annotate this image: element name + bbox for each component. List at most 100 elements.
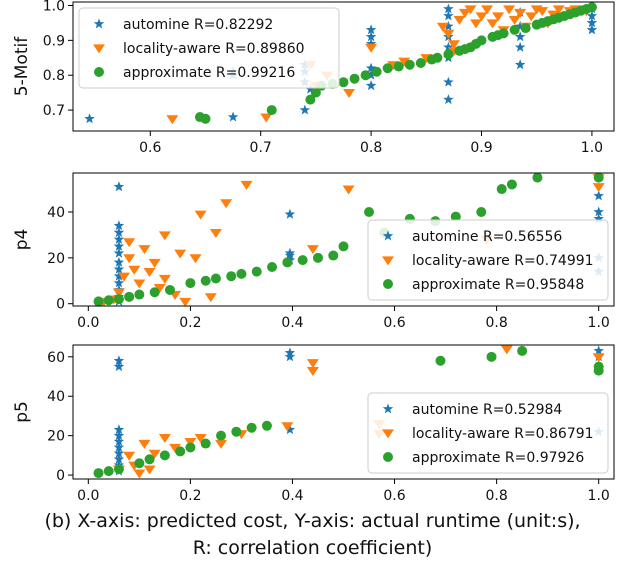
x-tick-label: 0.6 (139, 140, 161, 156)
y-tick-label: 1.0 (43, 0, 65, 14)
data-point (364, 206, 375, 217)
data-point (113, 270, 125, 281)
data-point (260, 113, 273, 123)
data-point (123, 238, 136, 248)
data-point (432, 52, 443, 63)
legend-entry: automine R=0.56556 (412, 229, 562, 245)
data-point (496, 184, 507, 195)
data-point (476, 206, 487, 217)
data-point (113, 430, 125, 441)
data-point (514, 8, 527, 18)
data-point (282, 257, 293, 268)
data-point (113, 441, 125, 452)
data-point (144, 454, 155, 465)
data-point (593, 206, 604, 217)
data-point (365, 80, 377, 91)
data-point (113, 181, 125, 192)
x-tick-label: 0.8 (360, 140, 382, 156)
data-point (306, 367, 319, 377)
data-point (393, 61, 404, 72)
data-point (503, 5, 516, 15)
data-point (443, 20, 454, 31)
data-point (481, 5, 494, 15)
data-point (169, 443, 182, 453)
data-point (464, 5, 477, 15)
x-tick-label: 0.0 (77, 488, 99, 504)
data-point (306, 245, 319, 255)
data-point (443, 41, 454, 52)
data-point (103, 295, 114, 306)
data-point (113, 424, 125, 435)
data-point (158, 434, 171, 444)
figure: 0.6 0.7 0.8 0.9 1.0 0.7 0.8 0.9 1.0 5-Motif automi… (12, 0, 615, 504)
data-point (148, 258, 161, 268)
data-point (517, 345, 528, 356)
x-tick-label: 0.0 (77, 315, 99, 331)
legend-marker (383, 279, 393, 289)
data-point (593, 213, 604, 224)
data-point (174, 249, 187, 259)
data-point (266, 105, 277, 116)
data-point (365, 62, 377, 73)
data-point (453, 15, 466, 25)
y-tick-label: 20 (47, 429, 65, 445)
panel-1: 0.6 0.7 0.8 0.9 1.0 0.7 0.8 0.9 1.0 5-Motif automi… (12, 0, 615, 156)
data-point (458, 8, 471, 18)
data-point (349, 73, 360, 84)
data-point (123, 451, 136, 461)
legend-marker (383, 452, 393, 462)
caption-line-2: R: correlation coefficient) (192, 537, 433, 559)
data-point (498, 28, 509, 39)
data-point (415, 58, 426, 69)
data-point (305, 94, 316, 105)
data-point (443, 94, 454, 105)
data-point (209, 229, 222, 239)
data-point (175, 446, 186, 457)
x-tick-label: 0.9 (470, 140, 492, 156)
plot-frame (72, 1, 615, 132)
data-point (216, 430, 227, 441)
data-point (436, 22, 449, 32)
series-3 (93, 345, 604, 479)
plot-frame (72, 344, 615, 480)
data-point (112, 288, 125, 298)
data-point (305, 83, 316, 94)
y-tick-label: 0.7 (43, 103, 65, 119)
legend-entry: approximate R=0.97926 (412, 450, 584, 466)
legend-entry: locality-aware R=0.74991 (412, 253, 594, 269)
data-point (506, 179, 517, 190)
y-tick-label: 0.9 (43, 33, 65, 49)
data-point (365, 38, 377, 49)
data-point (113, 464, 124, 475)
data-point (227, 111, 239, 122)
legend-marker (93, 44, 105, 54)
data-point (113, 453, 125, 464)
data-point (508, 15, 521, 25)
legend: automine R=0.52984 locality-aware R=0.867… (367, 392, 609, 474)
data-point (200, 438, 211, 449)
data-point (520, 23, 531, 34)
data-point (586, 24, 598, 35)
data-point (153, 284, 166, 294)
data-point (138, 245, 151, 255)
data-point (443, 49, 454, 60)
legend-marker (382, 256, 394, 266)
data-point (179, 297, 192, 306)
data-point (536, 7, 549, 17)
data-point (231, 426, 242, 437)
y-tick-label: 20 (47, 251, 65, 267)
data-point (200, 113, 211, 124)
x-tick-label: 0.6 (383, 488, 405, 504)
data-point (133, 279, 146, 289)
data-point (435, 355, 446, 366)
legend-marker (382, 230, 394, 241)
data-point (113, 277, 125, 288)
data-point (365, 69, 377, 80)
data-point (138, 439, 151, 449)
data-point (134, 458, 145, 469)
data-point (486, 351, 497, 362)
data-point (525, 12, 538, 22)
data-point (166, 115, 179, 125)
data-point (514, 59, 526, 70)
data-point (185, 278, 196, 289)
